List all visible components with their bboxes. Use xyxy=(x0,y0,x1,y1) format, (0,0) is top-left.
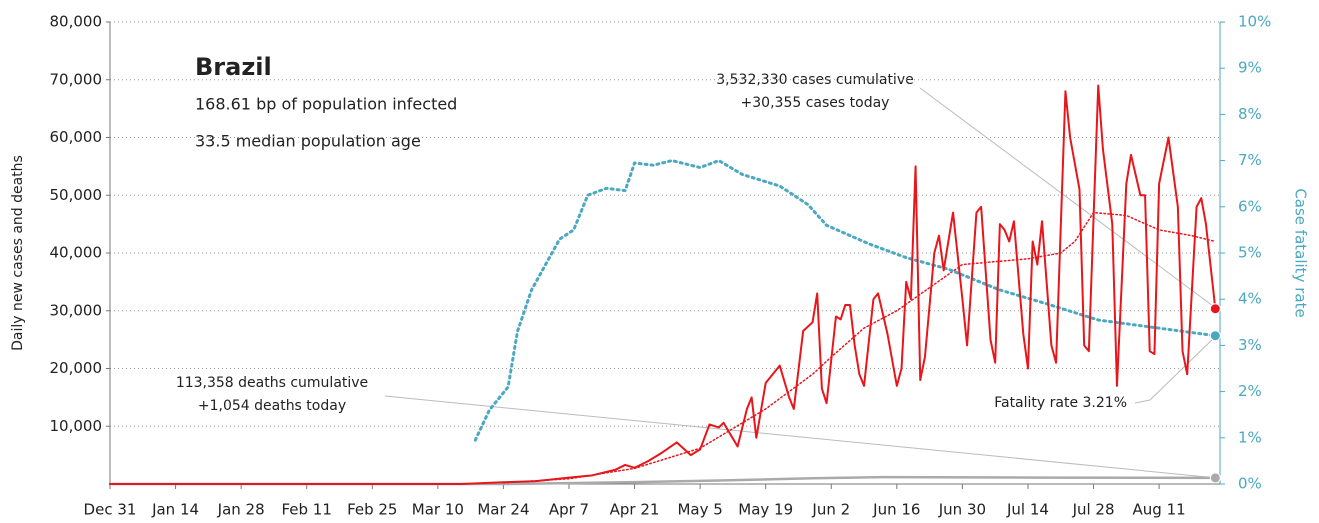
subtitle: 33.5 median population age xyxy=(195,132,421,151)
y-tick-label: 20,000 xyxy=(50,359,103,377)
y2-tick-label: 6% xyxy=(1238,197,1262,215)
y2-tick-label: 1% xyxy=(1238,428,1262,446)
y-tick-label: 50,000 xyxy=(50,186,103,204)
x-tick-label: Jun 2 xyxy=(811,501,850,519)
y2-tick-label: 8% xyxy=(1238,105,1262,123)
y2-tick-label: 2% xyxy=(1238,382,1262,400)
y2-tick-label: 7% xyxy=(1238,151,1262,169)
x-tick-label: Feb 11 xyxy=(281,501,331,519)
y-tick-label: 60,000 xyxy=(50,128,103,146)
annotation: +1,054 deaths today xyxy=(198,398,346,414)
y-tick-label: 70,000 xyxy=(50,70,103,88)
y2-tick-label: 5% xyxy=(1238,244,1262,262)
y2-tick-label: 4% xyxy=(1238,290,1262,308)
x-tick-label: May 5 xyxy=(677,501,722,519)
y-tick-label: 40,000 xyxy=(50,244,103,262)
series-line xyxy=(109,84,1217,485)
y-tick-label: 30,000 xyxy=(50,301,103,319)
x-tick-label: Mar 10 xyxy=(412,501,464,519)
x-tick-label: Jul 14 xyxy=(1006,501,1049,519)
subtitle: 168.61 bp of population infected xyxy=(195,95,457,114)
x-tick-label: May 19 xyxy=(738,501,793,519)
y2-tick-label: 10% xyxy=(1238,13,1271,31)
series-line xyxy=(502,211,1217,484)
annotation: 113,358 deaths cumulative xyxy=(176,375,368,391)
x-tick-label: Dec 31 xyxy=(84,501,137,519)
y-axis-label: Daily new cases and deaths xyxy=(10,155,26,351)
series-line xyxy=(473,159,1217,442)
x-tick-label: Feb 25 xyxy=(347,501,397,519)
x-tick-label: Jan 28 xyxy=(217,501,265,519)
end-marker xyxy=(1209,330,1221,342)
x-tick-label: Jul 28 xyxy=(1072,501,1115,519)
series-line xyxy=(108,475,1217,486)
y2-tick-label: 9% xyxy=(1238,59,1262,77)
chart-title: Brazil xyxy=(195,53,272,81)
end-marker xyxy=(1209,303,1221,315)
y-tick-label: 10,000 xyxy=(50,417,103,435)
x-tick-label: Jun 30 xyxy=(938,501,986,519)
x-tick-label: Apr 7 xyxy=(549,501,589,519)
y2-tick-label: 3% xyxy=(1238,336,1262,354)
x-tick-label: Jan 14 xyxy=(151,501,199,519)
y-tick-label: 80,000 xyxy=(50,13,103,31)
x-tick-label: Jun 16 xyxy=(872,501,920,519)
y2-axis-label: Case fatality rate xyxy=(1292,188,1310,317)
leader-line xyxy=(384,395,1218,479)
x-tick-label: Mar 24 xyxy=(477,501,529,519)
leader-line xyxy=(1134,334,1218,404)
leader-line xyxy=(919,87,1218,310)
x-tick-label: Apr 21 xyxy=(610,501,660,519)
y2-tick-label: 0% xyxy=(1238,475,1262,493)
x-tick-label: Aug 11 xyxy=(1133,501,1186,519)
annotation: Fatality rate 3.21% xyxy=(994,395,1127,411)
end-marker xyxy=(1209,472,1221,484)
annotation: +30,355 cases today xyxy=(741,95,890,111)
